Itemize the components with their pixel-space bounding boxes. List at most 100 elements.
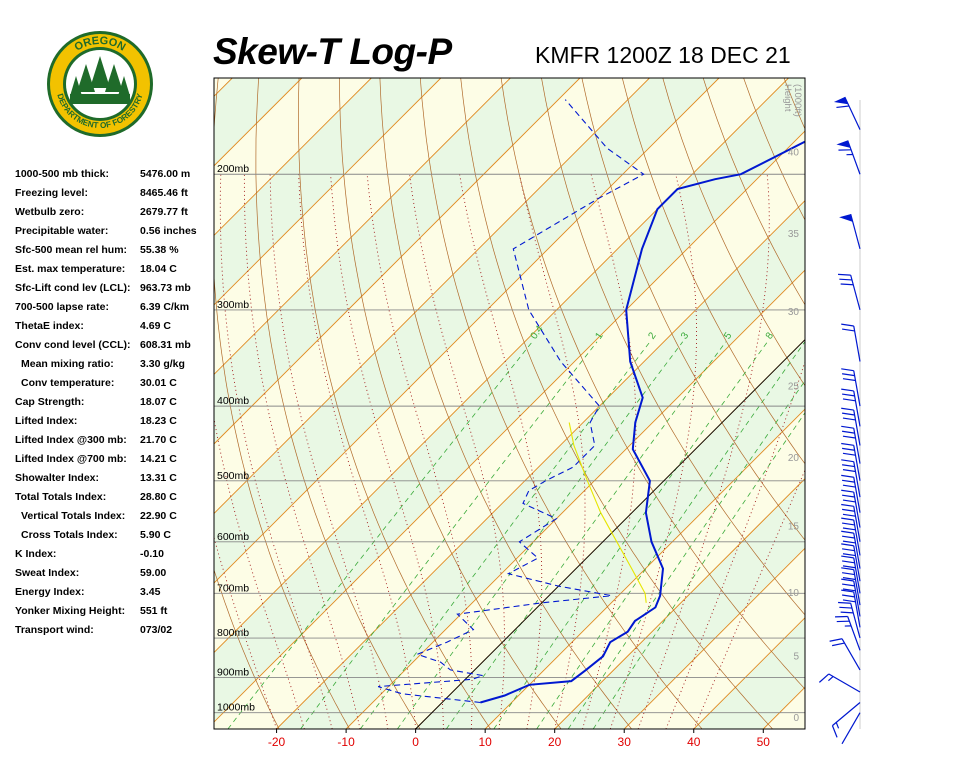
index-row: Mean mixing ratio: 3.30 g/kg — [15, 358, 215, 377]
isotherm-line — [484, 408, 805, 729]
barb-staff — [853, 569, 861, 606]
pressure-tick-label: 900mb — [217, 666, 249, 678]
wind-barb — [841, 712, 861, 745]
barb-flag — [841, 407, 854, 411]
barb-flag — [841, 567, 854, 571]
index-value: 2679.77 ft — [140, 206, 188, 218]
barb-flag — [831, 642, 845, 647]
barb-flag — [842, 464, 855, 468]
x-tick-label: 10 — [478, 735, 492, 749]
mixing-ratio-label: 2 — [646, 330, 658, 341]
index-row: Showalter Index: 13.31 C — [15, 472, 215, 491]
plot-area: 0.4 1 2 3 5 8 — [214, 78, 960, 729]
index-label: 1000-500 mb thick: — [15, 168, 109, 180]
barb-flag — [841, 555, 854, 559]
isotherm-line — [214, 78, 511, 376]
sounding-station-time: KMFR 1200Z 18 DEC 21 — [535, 42, 791, 68]
barb-flag — [842, 572, 855, 576]
barb-flag — [842, 508, 855, 512]
index-row: Sfc-500 mean rel hum: 55.38 % — [15, 244, 215, 263]
barb-flag — [842, 412, 855, 416]
isotherm-line — [623, 547, 805, 729]
wind-barb — [841, 474, 861, 513]
barb-flag — [841, 474, 854, 478]
barb-flag — [842, 430, 855, 434]
index-label: K Index: — [15, 548, 57, 560]
index-row: Energy Index: 3.45 — [15, 586, 215, 605]
barb-flag — [842, 588, 856, 592]
index-value: 13.31 C — [140, 472, 177, 484]
index-row: ThetaE index: 4.69 C — [15, 320, 215, 339]
wind-barb — [841, 503, 861, 542]
index-label: Energy Index: — [15, 586, 85, 598]
moist-adiabat — [518, 174, 586, 729]
index-row: Lifted Index @700 mb: 14.21 C — [15, 453, 215, 472]
isotherm-line — [214, 78, 720, 584]
wind-barb — [841, 555, 861, 594]
index-value: 0.56 inches — [140, 225, 197, 237]
height-tick-label: 5 — [793, 652, 799, 663]
index-label: Sfc-500 mean rel hum: — [15, 244, 128, 256]
height-axis-label: Height — [782, 84, 793, 112]
barb-flag — [842, 577, 856, 581]
barb-flag — [841, 530, 854, 534]
barb-staff — [841, 638, 861, 671]
index-value: 963.73 mb — [140, 282, 191, 294]
barb-flag — [841, 589, 854, 593]
index-value: 5.90 C — [140, 529, 171, 541]
barb-flag — [840, 611, 854, 614]
index-label: 700-500 lapse rate: — [15, 301, 109, 313]
svg-text:OREGON: OREGON — [73, 35, 128, 54]
index-label: Lifted Index @700 mb: — [15, 453, 127, 465]
wind-barb — [838, 601, 861, 639]
index-value: 18.07 C — [140, 396, 177, 408]
index-row: K Index: -0.10 — [15, 548, 215, 567]
index-value: 608.31 mb — [140, 339, 191, 351]
mixing-ratio-line — [397, 341, 684, 729]
index-row: Lifted Index @300 mb: 21.70 C — [15, 434, 215, 453]
barb-flag — [841, 425, 854, 429]
barb-flag — [838, 601, 851, 604]
barb-flag — [841, 323, 854, 327]
isotherm-line — [214, 78, 233, 97]
index-row: Transport wind: 073/02 — [15, 624, 215, 643]
height-tick-label: 15 — [788, 522, 800, 533]
barb-flag — [842, 553, 856, 557]
index-value: 551 ft — [140, 605, 168, 617]
barb-flag — [842, 513, 856, 517]
pressure-tick-label: 500mb — [217, 470, 249, 482]
index-row: Conv temperature: 30.01 C — [15, 377, 215, 396]
wind-barb — [839, 213, 861, 250]
zero-isotherm — [415, 338, 805, 729]
wind-barb — [841, 578, 861, 617]
index-value: 18.04 C — [140, 263, 177, 275]
pressure-tick-label: 800mb — [217, 627, 249, 639]
mixing-ratio-label: 8 — [764, 330, 776, 341]
wind-barb — [841, 589, 861, 628]
barb-staff — [853, 506, 861, 542]
wind-barb — [841, 517, 861, 556]
barb-flag — [841, 459, 854, 463]
x-tick-label: 30 — [618, 735, 632, 749]
x-tick-label: -10 — [337, 735, 355, 749]
index-label: Lifted Index: — [15, 415, 78, 427]
dewpoint-trace — [377, 99, 645, 704]
barb-flag — [840, 283, 854, 286]
dry-adiabat — [824, 78, 960, 729]
index-label: Showalter Index: — [15, 472, 100, 484]
height-tick-label: 20 — [788, 453, 800, 464]
mixing-ratio-line — [592, 412, 805, 729]
barb-staff — [853, 557, 861, 594]
dry-adiabat — [783, 78, 805, 130]
isotherm-line — [214, 78, 789, 654]
barb-flag — [842, 447, 855, 451]
x-tick-label: 20 — [548, 735, 562, 749]
isotherm-line — [276, 199, 805, 729]
barb-flag — [841, 503, 854, 507]
index-row: Vertical Totals Index: 22.90 C — [15, 510, 215, 529]
barb-flag — [841, 517, 854, 521]
wind-barb — [838, 273, 861, 311]
wind-barb — [841, 323, 861, 362]
barb-flag — [842, 373, 855, 377]
